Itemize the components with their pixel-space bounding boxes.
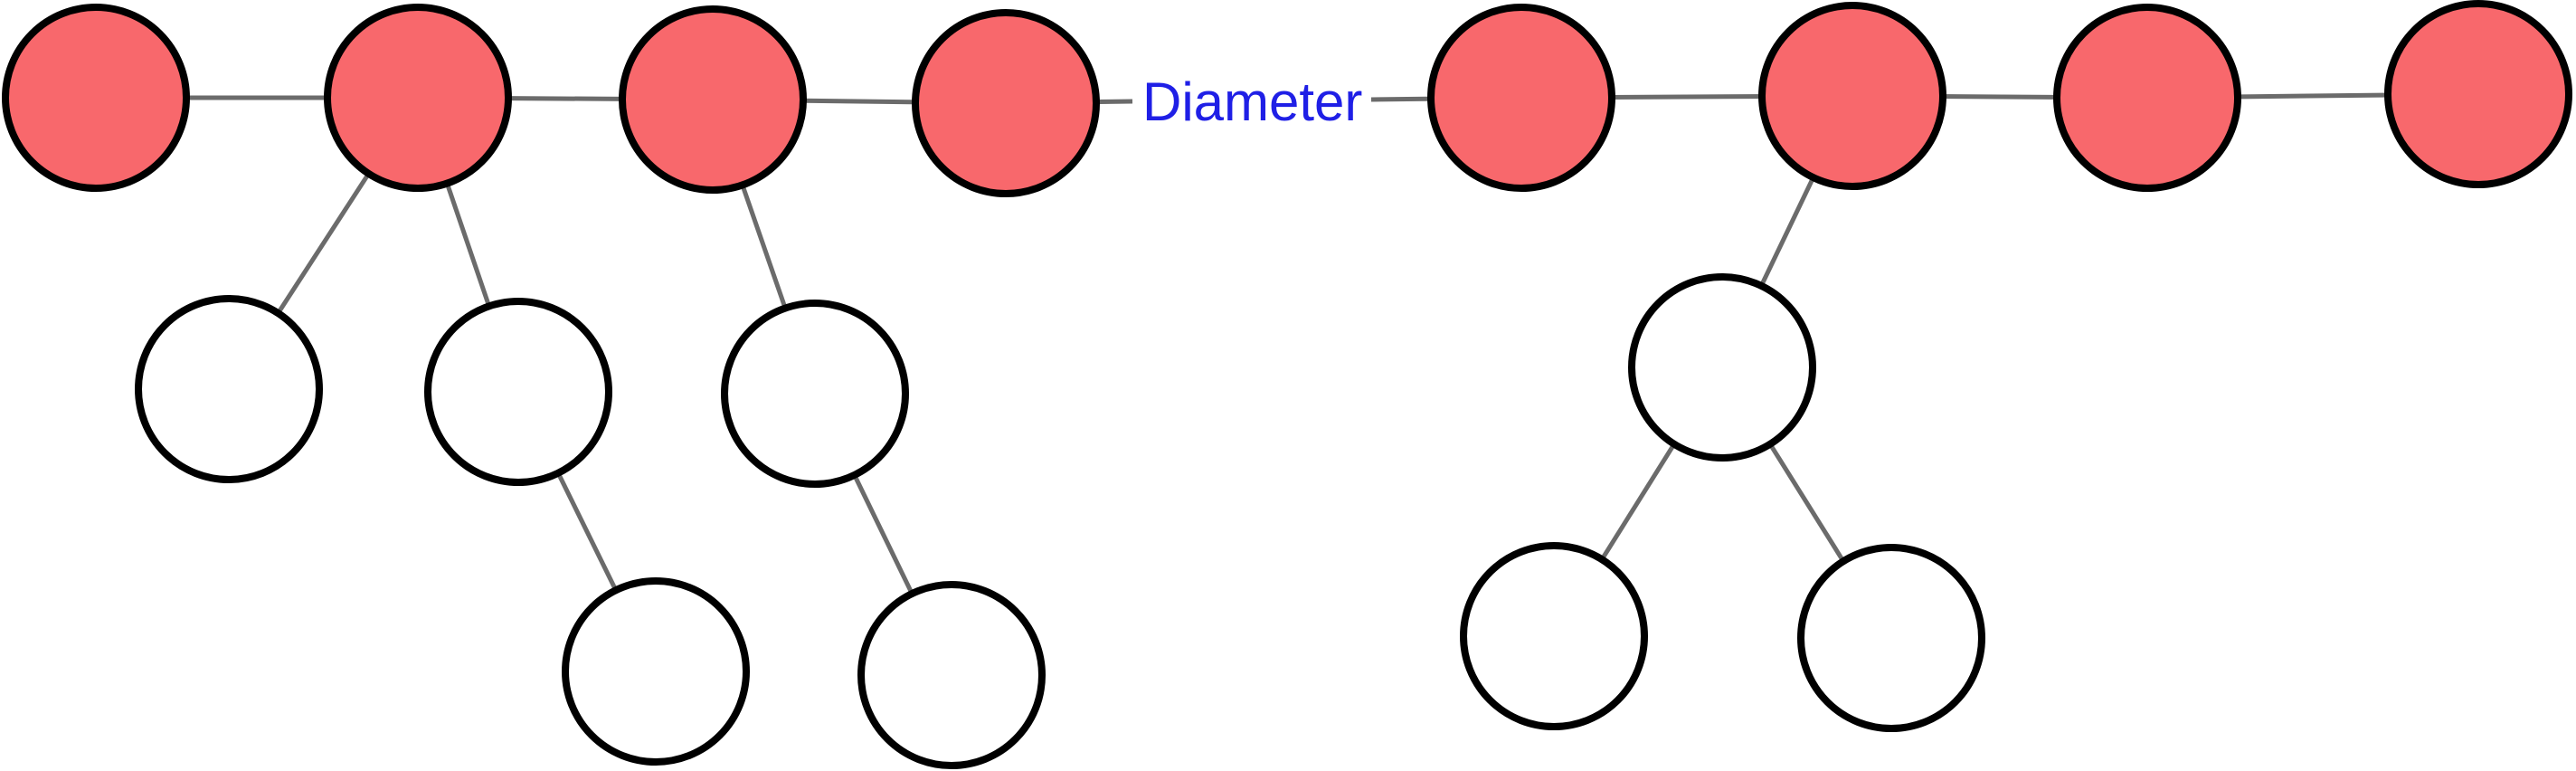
tree-node — [857, 581, 1046, 769]
diameter-node — [2384, 0, 2572, 188]
tree-node — [424, 298, 612, 486]
tree-node — [562, 577, 750, 766]
diameter-node — [619, 5, 807, 194]
tree-node — [1460, 542, 1648, 730]
tree-node — [1797, 544, 1985, 732]
diameter-node — [1758, 2, 1946, 190]
tree-node — [721, 300, 909, 488]
diameter-node — [912, 9, 1100, 197]
tree-node — [135, 295, 323, 483]
tree-node — [1628, 273, 1816, 462]
diameter-label: Diameter — [1142, 71, 1362, 132]
diameter-node — [2053, 4, 2241, 192]
diameter-node — [324, 4, 512, 192]
diameter-node — [2, 4, 190, 192]
diameter-node — [1427, 4, 1615, 192]
